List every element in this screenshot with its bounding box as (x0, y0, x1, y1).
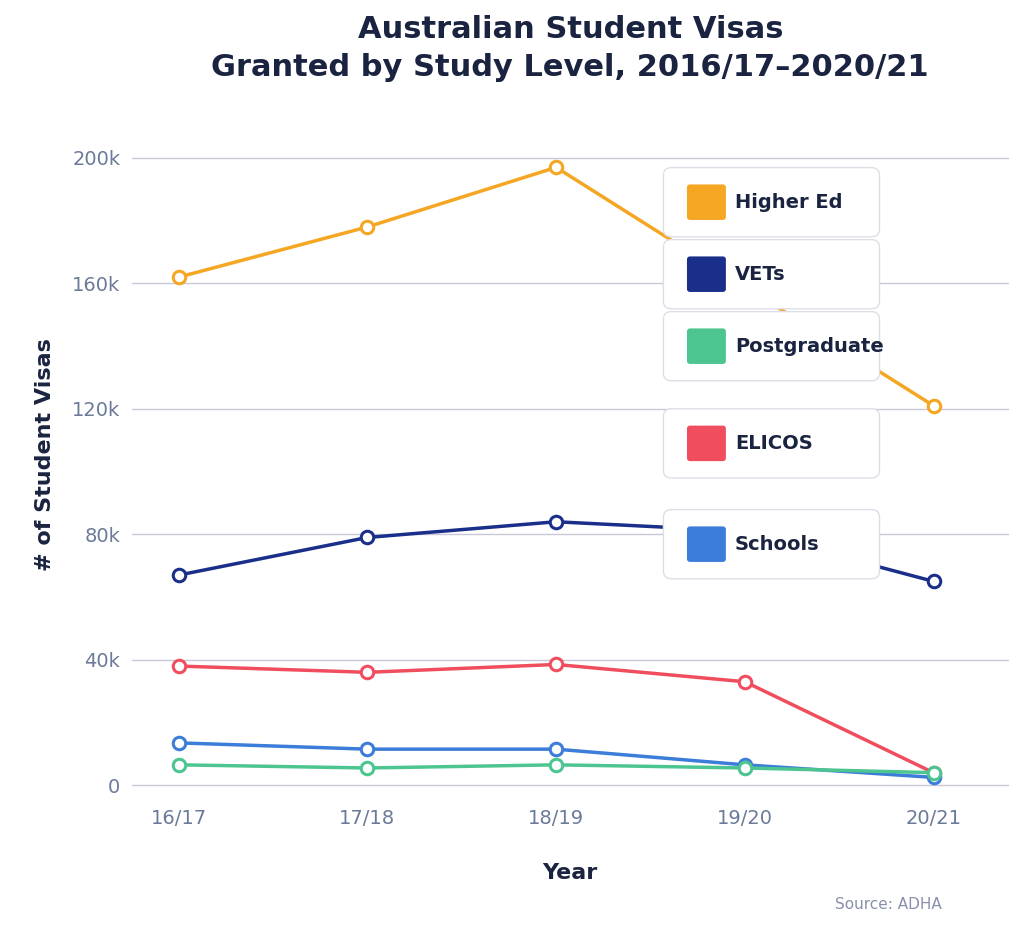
Text: Higher Ed: Higher Ed (735, 193, 843, 211)
Text: ELICOS: ELICOS (735, 434, 813, 453)
Text: Postgraduate: Postgraduate (735, 337, 884, 355)
X-axis label: Year: Year (543, 863, 598, 883)
Y-axis label: # of Student Visas: # of Student Visas (36, 338, 55, 570)
Text: VETs: VETs (735, 265, 785, 283)
Text: Schools: Schools (735, 535, 820, 554)
Title: Australian Student Visas
Granted by Study Level, 2016/17–2020/21: Australian Student Visas Granted by Stud… (211, 15, 929, 82)
Text: Source: ADHA: Source: ADHA (836, 897, 942, 912)
